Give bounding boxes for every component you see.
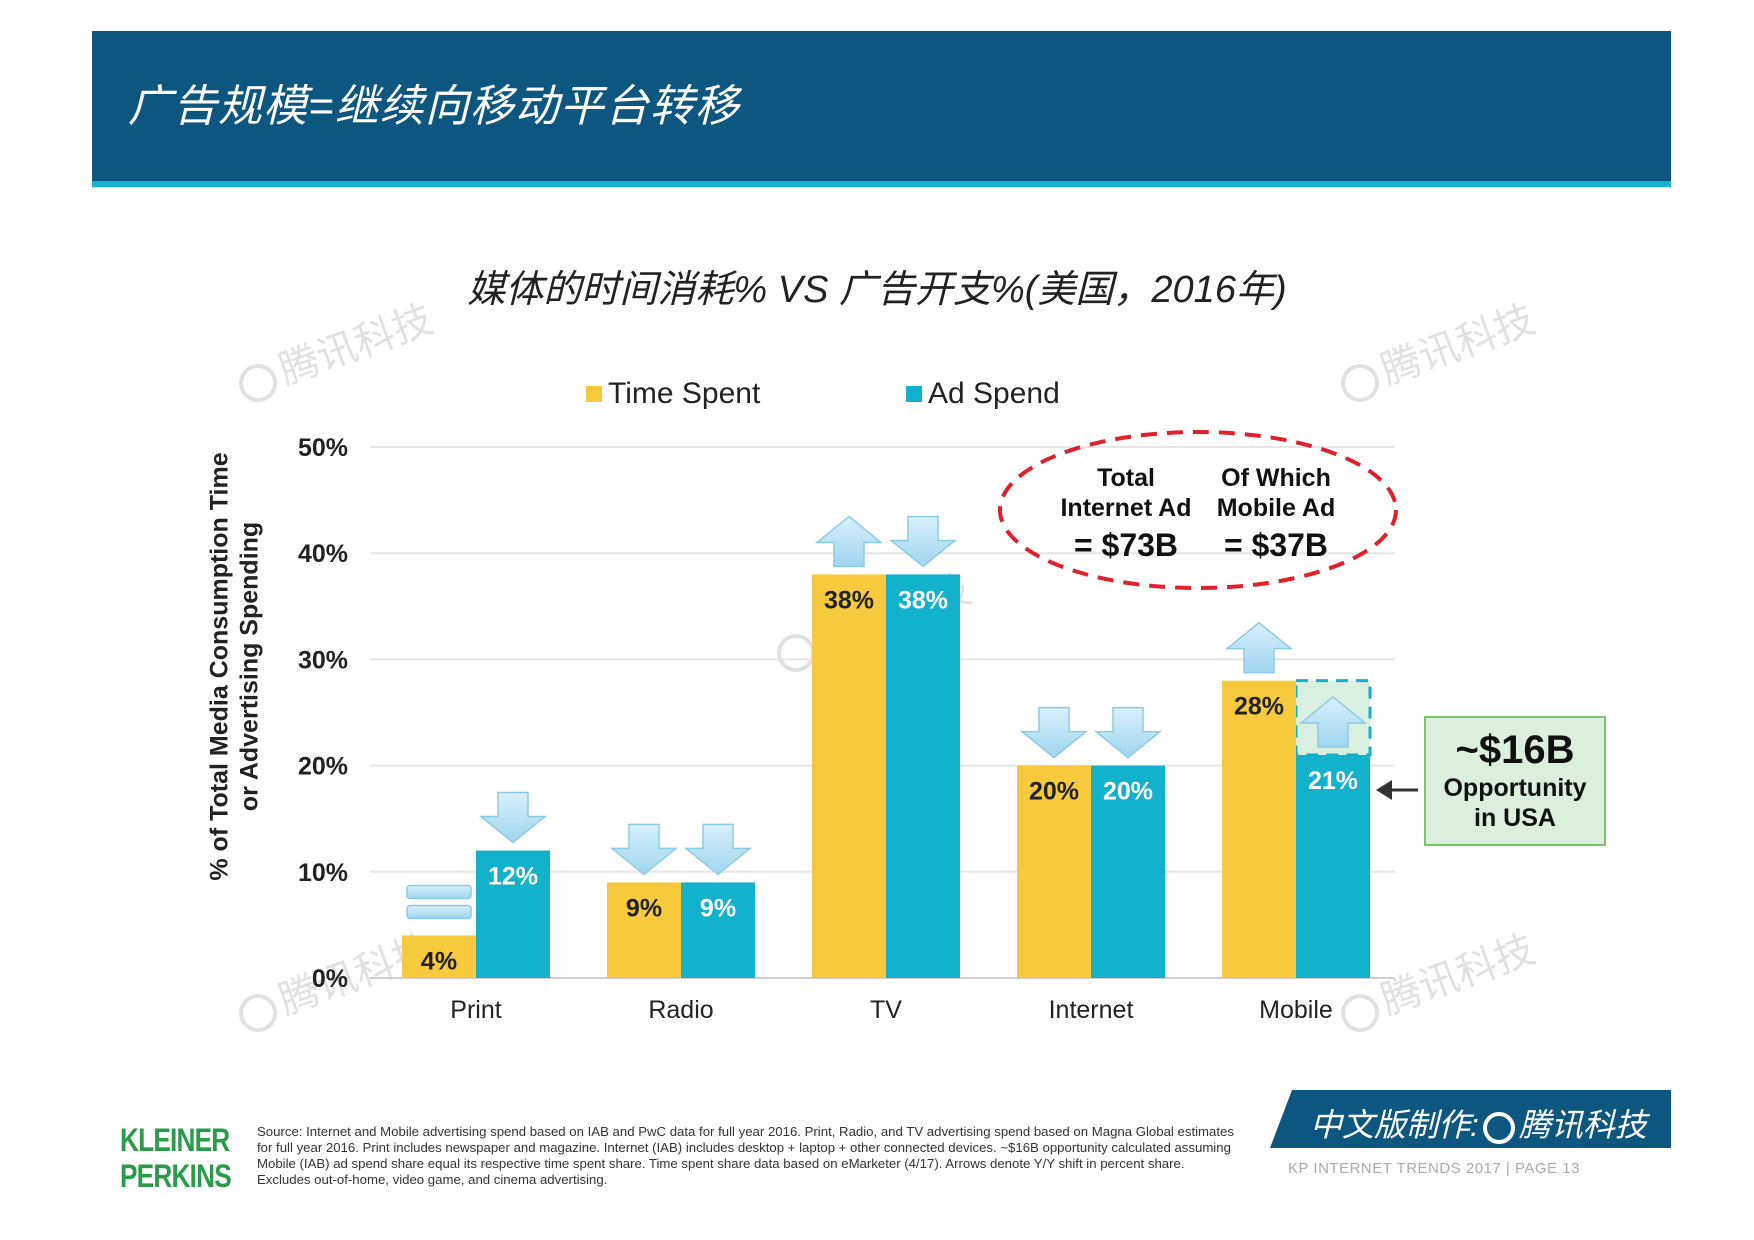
page-info: KP INTERNET TRENDS 2017 | PAGE 13 xyxy=(1288,1160,1580,1177)
time-spent-bar xyxy=(607,882,681,978)
ad-spend-bar xyxy=(1296,754,1370,978)
credit-brand: 腾讯科技 xyxy=(1518,1107,1647,1143)
logo-line: PERKINS xyxy=(120,1158,232,1194)
x-tick-label: TV xyxy=(870,996,902,1024)
page-title: 广告规模=继续向移动平台转移 xyxy=(128,82,740,131)
opportunity-value: ~$16B xyxy=(1455,728,1575,772)
arrow-up-icon xyxy=(1224,621,1294,674)
bar-value-label: 9% xyxy=(626,894,662,922)
time-spent-bar xyxy=(1222,680,1296,978)
bar-value-label: 28% xyxy=(1234,693,1284,721)
opportunity-callout: ~$16B Opportunity in USA xyxy=(1424,716,1606,846)
ad-spend-bar xyxy=(1091,765,1165,978)
credit-text: 中文版制作: 腾讯科技 xyxy=(1310,1100,1647,1146)
y-tick-label: 40% xyxy=(298,540,348,568)
bar-value-label: 20% xyxy=(1103,778,1153,806)
y-tick-label: 50% xyxy=(298,434,348,462)
kleiner-perkins-logo: KLEINER PERKINS xyxy=(120,1122,232,1194)
x-tick-label: Internet xyxy=(1049,996,1134,1024)
credit-banner xyxy=(1270,1090,1671,1148)
callout-value: = $37B xyxy=(1224,527,1328,563)
arrow-down-icon xyxy=(1019,706,1089,759)
arrow-up-icon xyxy=(1298,696,1368,748)
callout-value: = $73B xyxy=(1074,527,1178,563)
arrow-down-icon xyxy=(609,823,679,876)
arrow-down-icon xyxy=(478,791,548,844)
x-tick-label: Print xyxy=(450,996,501,1024)
opportunity-label: Opportunity xyxy=(1443,774,1587,802)
arrow-down-icon xyxy=(1093,706,1163,759)
bar-value-label: 12% xyxy=(488,863,538,891)
time-spent-bar xyxy=(402,935,476,978)
y-tick-label: 20% xyxy=(298,753,348,781)
source-note: Source: Internet and Mobile advertising … xyxy=(257,1124,1234,1187)
y-tick-label: 0% xyxy=(312,965,348,993)
opportunity-region: in USA xyxy=(1474,804,1556,832)
callout-label: Total xyxy=(1097,464,1155,492)
ad-spend-bar xyxy=(476,850,550,978)
legend-label: Time Spent xyxy=(608,377,761,410)
x-tick-label: Radio xyxy=(648,996,713,1024)
bar-value-label: 38% xyxy=(898,586,948,614)
bar-value-label: 21% xyxy=(1308,767,1358,795)
logo-line: KLEINER xyxy=(120,1122,230,1158)
callout-label: Internet Ad xyxy=(1060,494,1191,522)
ad-spend-bar xyxy=(681,882,755,978)
chart-title: 媒体的时间消耗% VS 广告开支%(美国，2016年) xyxy=(467,269,1287,311)
tencent-logo-icon xyxy=(1482,1111,1515,1144)
arrow-down-icon xyxy=(888,515,958,568)
pointer-arrow-icon xyxy=(1376,780,1392,800)
header-banner xyxy=(92,31,1671,181)
time-spent-bar xyxy=(812,574,886,978)
bar-value-label: 20% xyxy=(1029,778,1079,806)
time-spent-bar xyxy=(1017,765,1091,978)
ad-spend-bar xyxy=(886,574,960,978)
arrow-up-icon xyxy=(814,515,884,568)
callout-label: Of Which xyxy=(1221,464,1331,492)
arrow-down-icon xyxy=(683,823,753,876)
legend-swatch xyxy=(906,386,922,402)
flat-bar-icon xyxy=(406,904,472,920)
bar-value-label: 38% xyxy=(824,586,874,614)
callout-label: Mobile Ad xyxy=(1217,494,1336,522)
header-rule xyxy=(92,181,1671,187)
bar-value-label: 4% xyxy=(421,948,457,976)
legend-swatch xyxy=(586,386,602,402)
callout-ellipse xyxy=(998,430,1398,590)
bar-value-label: 9% xyxy=(700,894,736,922)
y-tick-label: 10% xyxy=(298,859,348,887)
credit-prefix: 中文版制作: xyxy=(1310,1107,1479,1143)
y-tick-label: 30% xyxy=(298,646,348,674)
flat-bar-icon xyxy=(406,884,472,900)
x-tick-label: Mobile xyxy=(1259,996,1333,1024)
legend-label: Ad Spend xyxy=(928,377,1060,410)
